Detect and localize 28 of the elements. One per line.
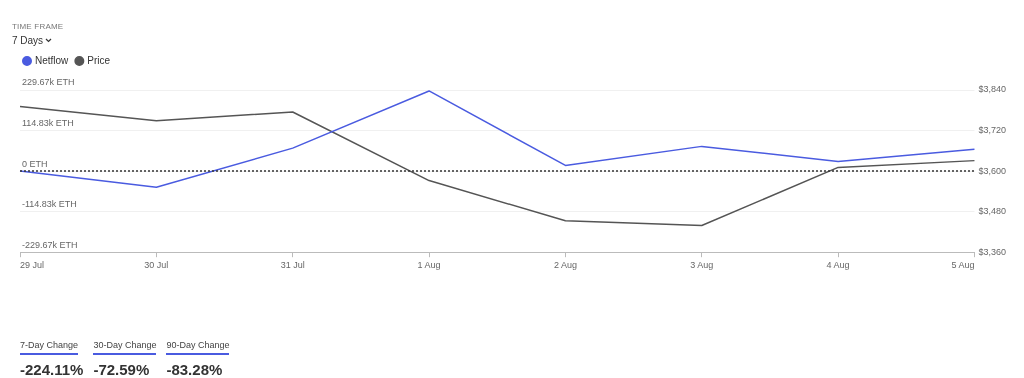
x-tick-label: 5 Aug: [951, 260, 975, 271]
x-tick-label: 3 Aug: [690, 260, 714, 271]
x-tick-label: 2 Aug: [553, 260, 577, 271]
x-tick-label: 1 Aug: [417, 260, 441, 271]
y2-tick-label: $3,480: [978, 206, 1006, 217]
y-tick-label: 114.83k ETH: [22, 118, 74, 129]
text: 90-Day Change: [166, 340, 230, 355]
legend-label: Price: [87, 54, 111, 66]
legend-label: Netflow: [35, 54, 70, 66]
y2-tick-label: $3,720: [978, 125, 1006, 136]
y2-tick-label: $3,840: [978, 84, 1006, 95]
x-tick-label: 31 Jul: [280, 260, 305, 271]
text: -72.59%: [93, 361, 151, 378]
y-tick-label: -229.67k ETH: [22, 239, 78, 250]
text: TIME FRAME: [12, 22, 64, 31]
y-tick-label: 0 ETH: [22, 158, 48, 169]
x-tick-label: 4 Aug: [826, 260, 850, 271]
y2-tick-label: $3,360: [978, 246, 1006, 257]
y2-tick-label: $3,600: [978, 165, 1006, 176]
x-tick-label: 30 Jul: [144, 260, 169, 271]
text: -83.28%: [166, 361, 224, 378]
y-tick-label: 229.67k ETH: [22, 77, 75, 88]
text: 30-Day Change: [93, 340, 157, 355]
y-tick-label: -114.83k ETH: [22, 199, 77, 210]
text: 7 Days: [12, 35, 44, 46]
text: 7-Day Change: [20, 340, 79, 355]
x-tick-label: 29 Jul: [20, 260, 45, 271]
text: -224.11%: [20, 361, 84, 378]
